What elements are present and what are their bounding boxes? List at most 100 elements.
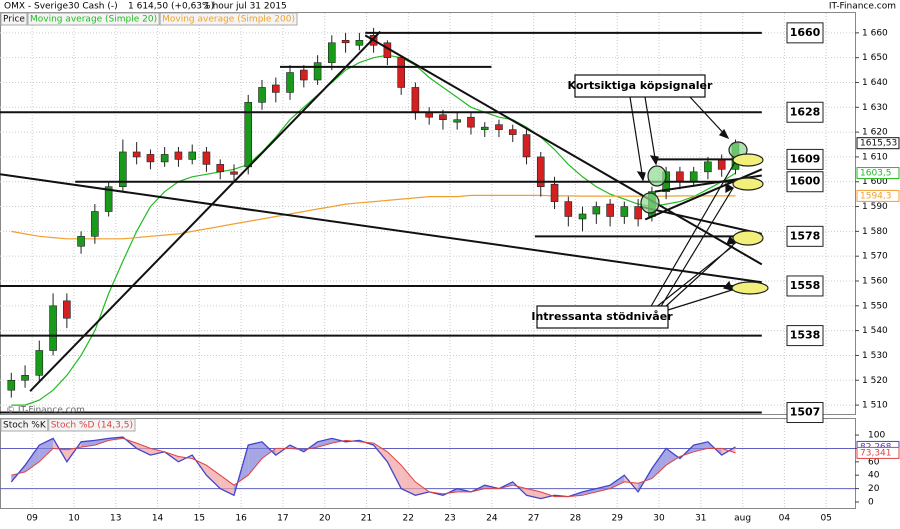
last-value-box xyxy=(856,137,900,150)
candle-body xyxy=(564,201,573,217)
x-tick-label: 15 xyxy=(194,514,205,524)
x-tick-label: 13 xyxy=(110,514,121,524)
candle-body xyxy=(508,129,517,135)
candle-body xyxy=(313,62,322,81)
stoch-fill xyxy=(150,448,165,456)
stoch-fill xyxy=(39,438,54,462)
stoch-fill xyxy=(651,448,667,479)
stoch-frame xyxy=(0,418,856,509)
candle-body xyxy=(522,134,531,158)
price-frame xyxy=(0,12,856,415)
x-tick-label: 09 xyxy=(26,514,38,524)
annotation-box xyxy=(536,305,669,329)
y-tick-label: 1 580 xyxy=(862,227,888,237)
stoch-fill xyxy=(387,451,402,489)
candle-body xyxy=(355,39,364,46)
quote: 1 614,50 (+0,63%) xyxy=(128,2,214,12)
annotations xyxy=(536,74,769,329)
stoch-fill xyxy=(248,441,263,476)
candle-body xyxy=(397,57,405,88)
stoch-fill xyxy=(401,465,416,496)
candle-body xyxy=(216,164,225,173)
y-tick-label: 20 xyxy=(868,484,880,494)
candle-body xyxy=(35,350,44,376)
last-value-box xyxy=(856,446,900,459)
stoch-fill xyxy=(317,438,332,448)
buy-signal xyxy=(640,192,660,214)
trend-line xyxy=(29,30,381,392)
stoch-panel: 09 10 13 14 15 16 17 20 21 22 23 24 27 28 29 30 31 aug 04 0… xyxy=(0,418,900,524)
legend-box xyxy=(159,12,298,26)
candle-body xyxy=(132,151,141,158)
candle-body xyxy=(230,171,238,175)
candle-body xyxy=(7,379,16,391)
y-tick-label: 0 xyxy=(868,497,874,507)
candle-body xyxy=(91,211,99,237)
symbol: OMX - Sverige30 Cash (-) xyxy=(4,2,118,12)
arrow-heads xyxy=(636,128,737,291)
candle-body xyxy=(63,300,71,319)
legend-entry: Price xyxy=(3,15,25,25)
legend-entry: Moving average (Simple 20) xyxy=(30,15,157,25)
stoch-fill xyxy=(610,475,625,489)
x-tick-label: 21 xyxy=(361,514,372,524)
candle-body xyxy=(536,156,545,188)
level-label: 1660 xyxy=(790,26,821,39)
moving-average xyxy=(11,194,736,240)
x-tick-label: aug xyxy=(734,514,751,524)
arrows xyxy=(629,96,736,311)
y-tick-label: 1 510 xyxy=(862,401,888,411)
candle-body xyxy=(411,87,420,113)
x-tick-label: 16 xyxy=(235,514,247,524)
candle-body xyxy=(146,154,155,163)
y-tick-label: 60 xyxy=(868,457,880,467)
x-tick-label: 22 xyxy=(403,514,414,524)
level-label: 1558 xyxy=(790,279,821,292)
annotation: Intressanta stödnivåer xyxy=(531,310,673,323)
annotation: Kortsiktiga köpsignaler xyxy=(568,79,713,92)
annotation-box xyxy=(574,74,706,98)
date: jul 31 2015 xyxy=(235,2,287,12)
candle-body xyxy=(689,171,698,183)
y-tick-label: 1 610 xyxy=(862,152,888,162)
level-label: 1628 xyxy=(790,105,821,118)
trend-line xyxy=(364,34,763,266)
y-tick-label: 1 660 xyxy=(862,28,888,38)
stoch-fill xyxy=(596,485,611,492)
y-tick-label: 100 xyxy=(868,431,885,441)
candle-body xyxy=(286,72,294,93)
candle-body xyxy=(620,206,629,217)
x-tick-label: 20 xyxy=(319,514,331,524)
level-box xyxy=(786,101,824,123)
level-label: 1507 xyxy=(790,406,821,419)
x-tick-label: 05 xyxy=(820,514,831,524)
stoch-fill xyxy=(206,465,221,489)
last-value-box xyxy=(856,167,900,180)
candle-body xyxy=(578,213,587,220)
x-tick-label: 17 xyxy=(277,514,288,524)
y-tick-label: 1 620 xyxy=(862,128,888,138)
x-tick-label: 24 xyxy=(486,514,498,524)
x-tick-label: 04 xyxy=(779,514,791,524)
legend-box xyxy=(0,418,49,432)
level-box xyxy=(786,22,824,44)
y-tick-label: 1 630 xyxy=(862,103,888,113)
candle-body xyxy=(704,161,712,173)
candle-body xyxy=(188,151,197,160)
watermark: © IT-Finance.com xyxy=(6,406,85,416)
candle-body xyxy=(453,119,461,123)
y-tick-label: 1 520 xyxy=(862,376,888,386)
level-label: 1609 xyxy=(790,152,821,165)
candle-body xyxy=(160,154,169,163)
level-label: 1600 xyxy=(790,175,821,188)
level-label: 1578 xyxy=(790,229,821,242)
candle-body xyxy=(592,206,601,215)
interval: 1 hour xyxy=(204,2,234,12)
candle-body xyxy=(341,39,350,44)
legend-box xyxy=(48,418,136,432)
level-box xyxy=(786,171,824,193)
candle-body xyxy=(21,374,29,381)
level-box xyxy=(786,225,824,247)
y-tick-label: 1 640 xyxy=(862,78,888,88)
